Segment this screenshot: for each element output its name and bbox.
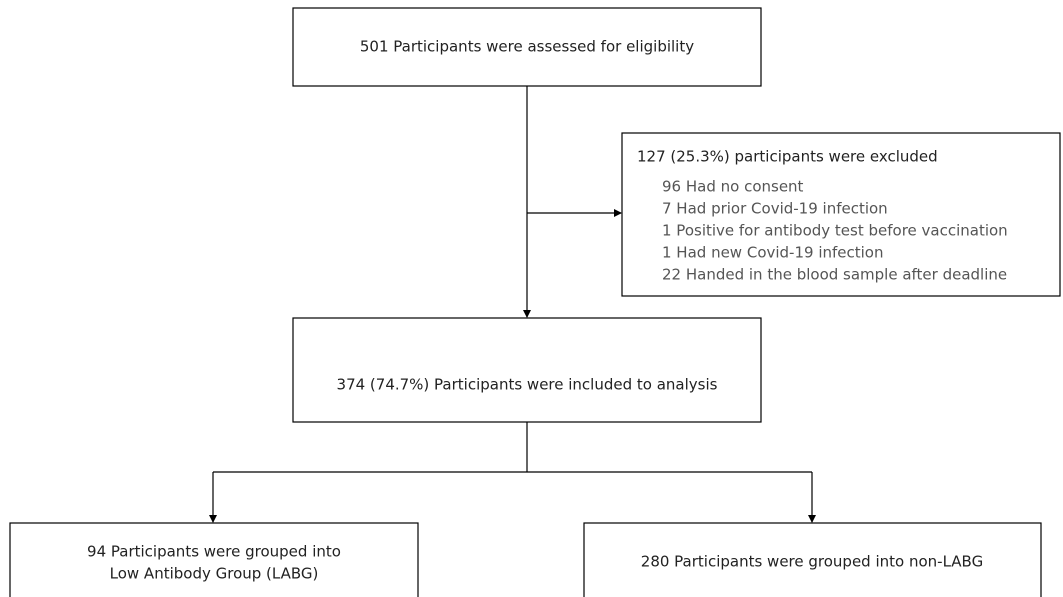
exclusion-item: 7 Had prior Covid-19 infection: [662, 200, 888, 218]
box-label: 127 (25.3%) participants were excluded: [637, 148, 938, 166]
box: [292, 317, 762, 423]
box-label: 374 (74.7%) Participants were included t…: [337, 376, 718, 394]
box-label: 280 Participants were grouped into non-L…: [641, 553, 983, 571]
exclusion-item: 1 Had new Covid-19 infection: [662, 244, 884, 262]
box: [9, 522, 419, 597]
exclusion-item: 96 Had no consent: [662, 178, 804, 196]
box-label: 94 Participants were grouped into: [87, 543, 341, 561]
box-label: 501 Participants were assessed for eligi…: [360, 38, 694, 56]
box: [292, 7, 762, 87]
box-label: Low Antibody Group (LABG): [110, 565, 319, 583]
box: [621, 132, 1061, 297]
exclusion-item: 22 Handed in the blood sample after dead…: [662, 266, 1007, 284]
box: [583, 522, 1042, 597]
exclusion-item: 1 Positive for antibody test before vacc…: [662, 222, 1008, 240]
